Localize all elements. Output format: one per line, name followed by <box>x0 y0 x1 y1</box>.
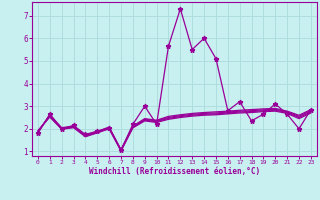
X-axis label: Windchill (Refroidissement éolien,°C): Windchill (Refroidissement éolien,°C) <box>89 167 260 176</box>
